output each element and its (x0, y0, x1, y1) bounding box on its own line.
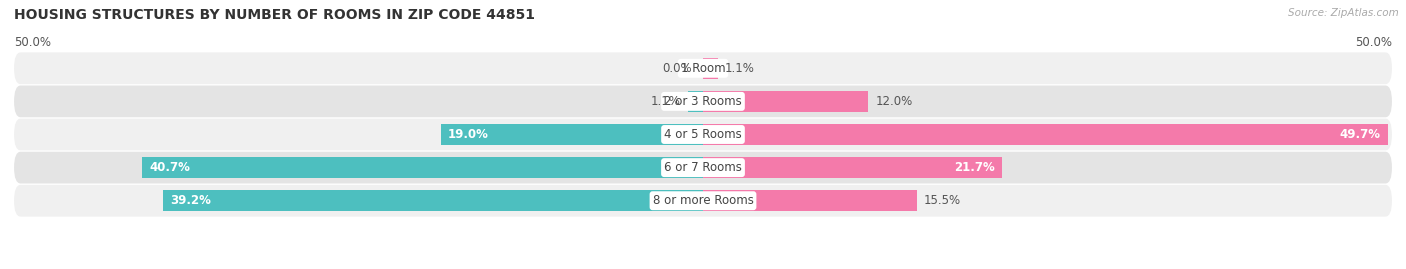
Bar (441, 124, 703, 145)
Text: 4 or 5 Rooms: 4 or 5 Rooms (664, 128, 742, 141)
Text: 40.7%: 40.7% (149, 161, 190, 174)
Text: Source: ZipAtlas.com: Source: ZipAtlas.com (1288, 8, 1399, 18)
Text: 39.2%: 39.2% (170, 194, 211, 207)
Text: 6 or 7 Rooms: 6 or 7 Rooms (664, 161, 742, 174)
Text: 1 Room: 1 Room (681, 62, 725, 75)
Bar (163, 190, 703, 211)
Text: 1.1%: 1.1% (725, 62, 755, 75)
Bar (703, 91, 869, 112)
Bar (142, 157, 703, 178)
FancyBboxPatch shape (14, 52, 1392, 84)
FancyBboxPatch shape (14, 86, 1392, 117)
Text: 2 or 3 Rooms: 2 or 3 Rooms (664, 95, 742, 108)
Bar (703, 157, 1002, 178)
Text: 49.7%: 49.7% (1340, 128, 1381, 141)
Text: 50.0%: 50.0% (14, 36, 51, 49)
Text: 21.7%: 21.7% (955, 161, 995, 174)
Bar (703, 124, 1388, 145)
Bar (688, 91, 703, 112)
Bar (703, 190, 917, 211)
FancyBboxPatch shape (14, 152, 1392, 183)
Text: 12.0%: 12.0% (875, 95, 912, 108)
Text: 1.1%: 1.1% (651, 95, 681, 108)
FancyBboxPatch shape (14, 119, 1392, 150)
Text: 19.0%: 19.0% (449, 128, 489, 141)
Text: 15.5%: 15.5% (924, 194, 960, 207)
Text: 50.0%: 50.0% (1355, 36, 1392, 49)
FancyBboxPatch shape (14, 185, 1392, 217)
Text: 8 or more Rooms: 8 or more Rooms (652, 194, 754, 207)
Text: HOUSING STRUCTURES BY NUMBER OF ROOMS IN ZIP CODE 44851: HOUSING STRUCTURES BY NUMBER OF ROOMS IN… (14, 8, 536, 22)
Text: 0.0%: 0.0% (662, 62, 692, 75)
Bar (703, 58, 718, 79)
